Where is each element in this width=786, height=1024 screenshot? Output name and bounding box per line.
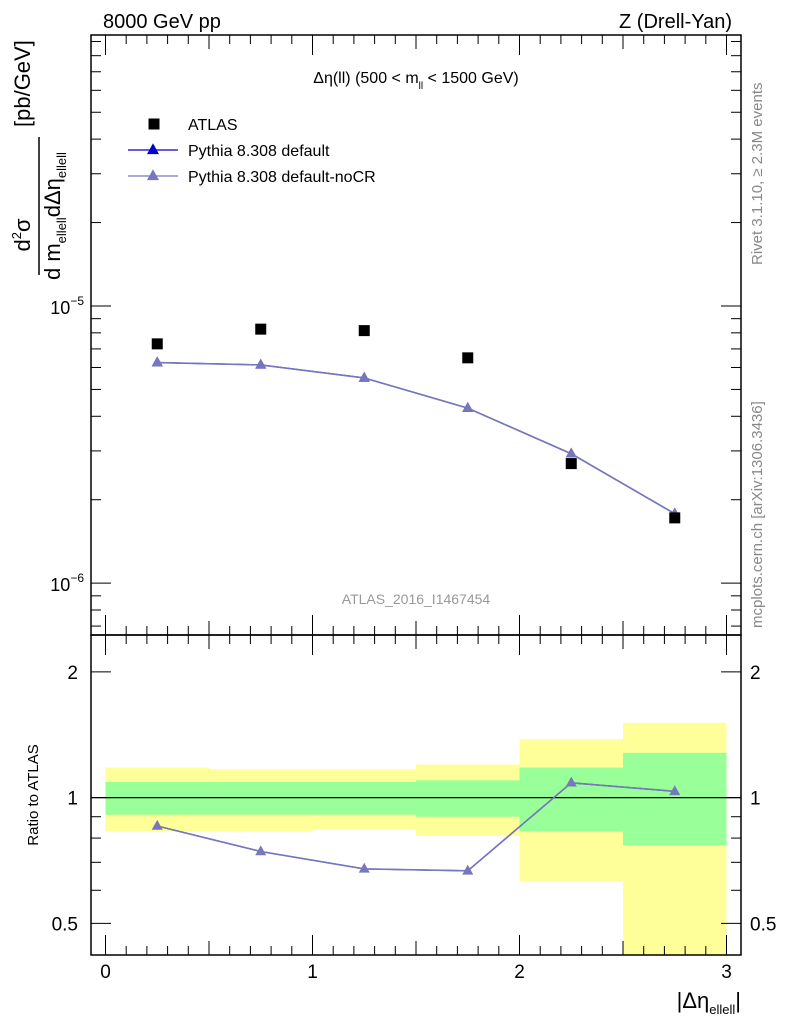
ratio-series [151, 776, 681, 875]
process-name-label: Z (Drell-Yan) [619, 11, 732, 33]
mc-point [462, 401, 474, 412]
x-tick-label: 1 [307, 962, 318, 983]
data-point [255, 323, 267, 335]
svg-text:d2σ: d2σ [9, 218, 35, 251]
ratio-inner-band [105, 781, 209, 815]
mc-curve [157, 361, 676, 515]
ratio-curve-nocr [157, 781, 675, 872]
ratio-y-tick-label-right: 2 [750, 663, 761, 684]
ratio-y-tick-label-left: 0.5 [52, 914, 78, 935]
ratio-y-tick-label-left: 2 [67, 663, 78, 684]
ratio-point [669, 785, 681, 796]
main-y-tick-label: 10−6 [50, 571, 84, 595]
legend: ATLAS Pythia 8.308 default Pythia 8.308 de… [128, 117, 376, 186]
ratio-inner-band [208, 781, 313, 815]
data-point [565, 458, 577, 470]
x-tick-labels: 0 1 2 3 [100, 962, 732, 983]
mc-point [565, 447, 577, 458]
svg-text:d mellelldΔηellell: d mellelldΔηellell [40, 152, 69, 280]
main-y-tick-labels: 10−5 10−6 [50, 294, 84, 595]
ratio-inner-band [312, 781, 416, 815]
analysis-label: ATLAS_2016_I1467454 [342, 591, 491, 607]
x-tick-label: 3 [721, 962, 732, 983]
legend-entry-label: Pythia 8.308 default [188, 143, 330, 160]
ratio-y-axis-label: Ratio to ATLAS [25, 744, 42, 845]
main-y-axis-label: d2σ d mellelldΔηellell [pb/GeV] [9, 40, 69, 280]
legend-entry-label: Pythia 8.308 default-noCR [188, 169, 376, 186]
x-tick-label: 2 [514, 962, 525, 983]
mc-point [358, 371, 370, 382]
ratio-uncertainty-bands [105, 722, 727, 955]
data-point [462, 352, 474, 364]
main-panel: 10−5 10−6 Δη(ll) (500 < mll < 1500 GeV) A… [50, 34, 742, 636]
data-point [669, 512, 681, 524]
mcplots-source-label: mcplots.cern.ch [arXiv:1306.3436] [749, 401, 766, 628]
mc-curve [157, 361, 676, 515]
ratio-axis-ticks [91, 635, 741, 955]
ratio-inner-band [623, 752, 727, 846]
ratio-point [462, 864, 474, 875]
x-tick-label: 0 [100, 962, 111, 983]
main-series [151, 323, 681, 524]
data-point [151, 338, 163, 350]
ratio-inner-band [416, 780, 520, 817]
rivet-version-label: Rivet 3.1.10, ≥ 2.3M events [749, 83, 766, 266]
svg-text:[pb/GeV]: [pb/GeV] [10, 40, 35, 127]
ratio-point [151, 819, 163, 830]
ratio-point [565, 776, 577, 787]
ratio-y-tick-label-right: 1 [750, 789, 761, 810]
ratio-y-tick-label-right: 0.5 [750, 914, 776, 935]
ratio-point [358, 862, 370, 873]
x-axis-label: |Δηellell| [677, 988, 741, 1017]
legend-marker-triangle [147, 169, 159, 181]
mc-point [151, 356, 163, 367]
data-point [358, 325, 370, 337]
plot-title: Δη(ll) (500 < mll < 1500 GeV) [313, 70, 518, 92]
legend-marker-triangle [147, 143, 159, 155]
ratio-panel: 0.5 0.5 1 1 2 2 0 1 2 3 [52, 634, 777, 983]
main-y-tick-label: 10−5 [50, 294, 84, 318]
legend-marker-square [148, 118, 160, 130]
ratio-y-tick-labels: 0.5 0.5 1 1 2 2 [52, 663, 777, 936]
main-axis-ticks [91, 35, 741, 635]
process-energy-label: 8000 GeV pp [103, 11, 221, 33]
legend-entry-label: ATLAS [188, 117, 238, 134]
ratio-point [255, 845, 267, 856]
ratio-y-tick-label-left: 1 [67, 789, 78, 810]
mc-point [255, 358, 267, 369]
